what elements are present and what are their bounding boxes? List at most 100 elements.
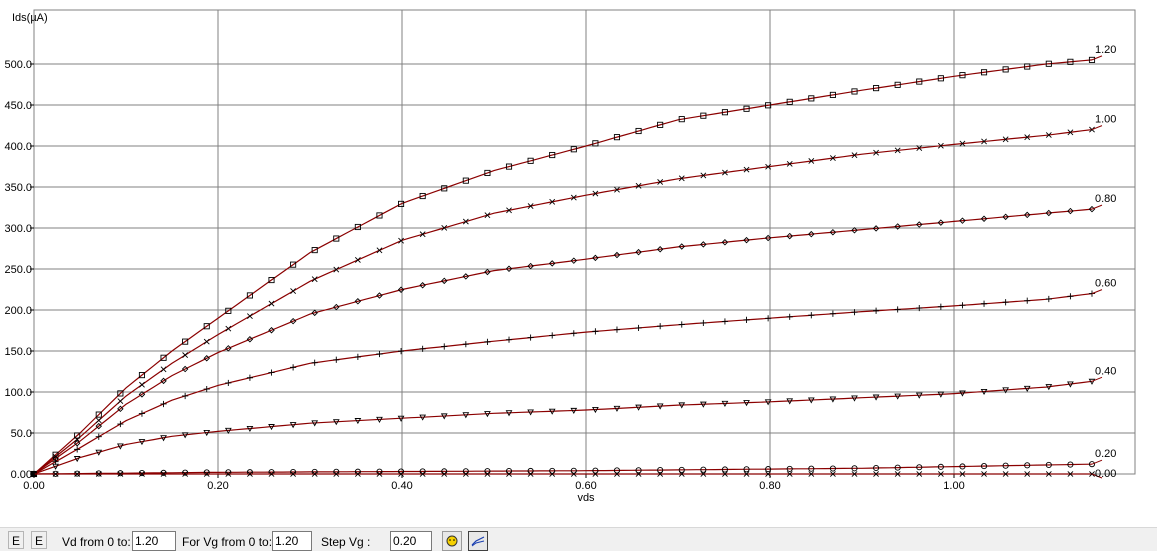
data-point-vg-0-80 (678, 243, 685, 250)
data-point-vg-0-00 (700, 471, 707, 477)
data-point-vg-0-60 (527, 334, 534, 341)
data-point-vg-0-60 (786, 313, 793, 320)
data-point-vg-0-40 (548, 408, 556, 415)
data-point-vg-0-40 (1045, 384, 1053, 391)
export-button-2[interactable]: E (31, 531, 47, 549)
data-point-vg-0-60 (1024, 297, 1031, 304)
data-point-vg-0-80 (700, 241, 707, 248)
export-button-1[interactable]: E (8, 531, 24, 549)
data-point-vg-0-00 (31, 471, 37, 477)
vd-label: Vd from 0 to: (62, 535, 131, 549)
data-point-vg-0-60 (829, 310, 836, 317)
vd-max-input[interactable] (132, 531, 176, 551)
data-point-vg-0-40 (743, 400, 750, 407)
data-point-vg-0-20 (268, 469, 275, 476)
curve-label-vg-0-20: 0.20 (1095, 448, 1116, 460)
data-point-vg-0-60 (743, 316, 750, 323)
data-point-vg-1-20 (333, 235, 340, 242)
x-tick-label: 1.00 (943, 480, 964, 492)
data-point-vg-0-20 (138, 469, 146, 477)
data-point-vg-1-20 (419, 192, 426, 200)
data-point-vg-1-20 (1024, 63, 1031, 70)
data-point-vg-1-20 (182, 338, 189, 345)
data-point-vg-1-20 (1045, 60, 1052, 67)
data-point-vg-0-80 (419, 282, 426, 289)
data-point-vg-0-00 (506, 471, 512, 477)
data-point-vg-0-20 (765, 466, 772, 473)
data-point-vg-0-60 (549, 332, 556, 339)
series-line-vg-0-60 (33, 293, 1093, 475)
data-point-vg-0-40 (678, 402, 686, 409)
data-point-vg-1-00 (311, 276, 318, 283)
data-point-vg-0-20 (160, 469, 167, 476)
data-point-vg-1-00 (52, 453, 59, 460)
data-point-vg-0-00 (981, 471, 987, 477)
data-point-vg-0-00 (160, 471, 167, 477)
data-point-vg-0-40 (872, 394, 880, 401)
data-point-vg-1-20 (851, 88, 858, 95)
data-point-vg-0-80 (160, 377, 167, 385)
data-point-vg-0-80 (937, 219, 945, 226)
data-point-vg-0-20 (678, 466, 685, 473)
smiley-icon[interactable] (442, 531, 462, 551)
data-point-vg-0-20 (203, 469, 210, 476)
data-point-vg-0-00 (290, 471, 297, 477)
data-point-vg-0-00 (1024, 471, 1031, 477)
plot-frame (33, 9, 1136, 475)
data-point-vg-0-60 (419, 345, 426, 352)
curve-leader-vg-0-80 (1091, 204, 1103, 210)
curve-label-vg-1-20: 1.20 (1095, 44, 1116, 56)
data-point-vg-1-00 (743, 166, 750, 173)
data-point-vg-0-20 (635, 467, 642, 474)
data-point-vg-0-00 (398, 471, 404, 477)
data-point-vg-0-40 (829, 396, 837, 403)
data-point-vg-1-00 (614, 186, 620, 193)
data-point-vg-1-20 (441, 185, 448, 192)
data-point-vg-1-20 (592, 140, 599, 147)
data-point-vg-0-00 (894, 471, 901, 477)
data-point-vg-0-80 (376, 292, 383, 299)
data-point-vg-0-60 (894, 306, 901, 313)
curve-leader-vg-1-20 (1091, 55, 1103, 61)
data-point-vg-1-00 (678, 175, 685, 182)
data-point-vg-1-00 (657, 179, 664, 185)
data-point-vg-0-00 (1002, 471, 1009, 477)
data-point-vg-0-00 (95, 471, 102, 477)
data-point-vg-0-40 (699, 401, 707, 408)
data-point-vg-1-00 (95, 417, 102, 424)
data-point-vg-0-20 (894, 464, 901, 471)
data-point-vg-0-40 (73, 456, 81, 463)
data-point-vg-1-00 (441, 224, 448, 231)
data-point-vg-0-80 (1023, 211, 1031, 219)
data-point-vg-0-00 (614, 471, 620, 477)
vg-max-input[interactable] (272, 531, 312, 551)
step-vg-input[interactable] (390, 531, 432, 551)
data-point-vg-0-00 (678, 471, 685, 477)
data-point-vg-1-00 (354, 257, 361, 263)
data-point-vg-1-20 (570, 146, 577, 153)
data-point-vg-0-00 (657, 471, 664, 477)
data-point-vg-0-00 (52, 471, 59, 477)
data-point-vg-0-00 (743, 471, 750, 477)
data-point-vg-0-80 (1067, 207, 1074, 215)
data-point-vg-0-40 (462, 412, 470, 419)
y-tick-label: 200.0 (4, 305, 32, 317)
data-point-vg-0-00 (722, 471, 728, 477)
data-point-vg-0-80 (786, 232, 793, 240)
data-point-vg-1-00 (1024, 134, 1031, 141)
data-point-vg-0-00 (462, 471, 469, 477)
curve-plot-icon[interactable] (468, 531, 488, 551)
data-point-vg-0-20 (873, 464, 880, 472)
data-point-vg-0-60 (1045, 295, 1052, 303)
data-point-vg-0-40 (786, 398, 794, 405)
data-point-vg-0-20 (916, 464, 923, 471)
curve-leader-vg-0-20 (1091, 459, 1103, 465)
data-point-vg-0-00 (549, 471, 556, 477)
data-point-vg-0-00 (268, 471, 275, 477)
data-point-vg-0-60 (182, 392, 189, 400)
data-point-vg-0-80 (894, 223, 901, 230)
data-point-vg-1-00 (139, 381, 145, 388)
data-point-vg-1-00 (268, 300, 275, 307)
data-point-vg-0-00 (937, 471, 944, 477)
data-point-vg-0-40 (117, 443, 124, 450)
